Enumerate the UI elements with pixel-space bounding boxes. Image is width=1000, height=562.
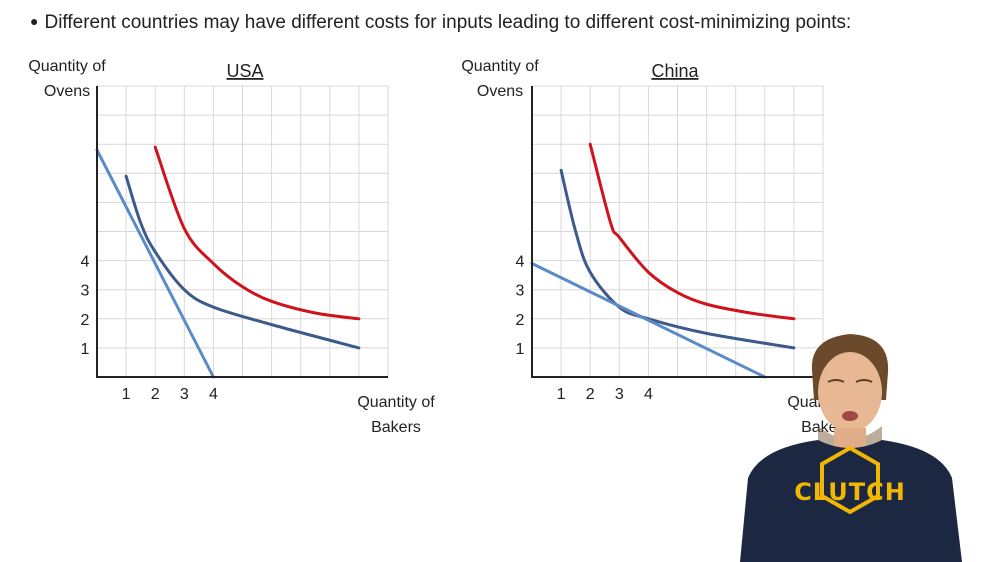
- china-x-tick-label: 4: [644, 386, 653, 403]
- presenter-figure: CLUTCH: [740, 334, 962, 562]
- usa-grid: [97, 85, 389, 377]
- usa-chart-title: USA: [226, 61, 263, 81]
- china-y-tick-label: 2: [516, 312, 525, 329]
- china-x-tick-label: 1: [557, 386, 566, 403]
- china-grid: [532, 85, 824, 377]
- presenter-shirt-icon: CLUTCH: [740, 440, 962, 562]
- usa-y-tick-label: 2: [81, 312, 90, 329]
- china-x-tick-label: 2: [586, 386, 595, 403]
- usa-x-tick-label: 2: [151, 386, 160, 403]
- china-x-tick-label: 3: [615, 386, 624, 403]
- slide-heading: ● Different countries may have different …: [30, 12, 851, 34]
- usa-x-tick-label: 4: [209, 386, 218, 403]
- usa-axes: [96, 86, 388, 378]
- usa-isoquant-high-line: [153, 145, 361, 321]
- china-y-axis-label-line1: Quantity of: [461, 58, 539, 75]
- china-y-tick-label: 1: [516, 341, 525, 358]
- china-curves: [530, 142, 796, 379]
- usa-curves: [95, 145, 361, 379]
- usa-y-tick-label: 4: [81, 254, 90, 271]
- usa-y-axis-label-line2: Ovens: [44, 83, 90, 100]
- heading-text: Different countries may have different c…: [44, 12, 852, 33]
- china-axes: [531, 86, 823, 378]
- usa-ticks: 1 2 3 4 1 2 3 4: [81, 254, 218, 403]
- usa-x-axis-label-line2: Bakers: [371, 419, 421, 436]
- usa-y-tick-label: 3: [81, 283, 90, 300]
- presenter-neck-icon: [834, 428, 866, 450]
- china-chart-title: China: [651, 61, 699, 81]
- china-isocost-line: [530, 262, 767, 379]
- usa-y-axis-label-line1: Quantity of: [28, 58, 106, 75]
- usa-x-axis-label-line1: Quantity of: [357, 394, 435, 411]
- usa-chart: 1 2 3 4 1 2 3 4 USA Quantity of Ovens Quantity …: [28, 58, 435, 436]
- china-y-tick-label: 3: [516, 283, 525, 300]
- usa-isoquant-low-line: [124, 174, 361, 350]
- china-ticks: 1 2 3 4 1 2 3 4: [516, 254, 653, 403]
- china-isoquant-high-line: [588, 142, 796, 321]
- usa-isocost-line: [95, 148, 215, 379]
- bullet-icon: ●: [30, 13, 39, 29]
- usa-x-tick-label: 3: [180, 386, 189, 403]
- usa-x-tick-label: 1: [122, 386, 131, 403]
- usa-y-tick-label: 1: [81, 341, 90, 358]
- china-y-axis-label-line2: Ovens: [477, 83, 523, 100]
- shirt-logo-text: CLUTCH: [794, 478, 906, 506]
- china-y-tick-label: 4: [516, 254, 525, 271]
